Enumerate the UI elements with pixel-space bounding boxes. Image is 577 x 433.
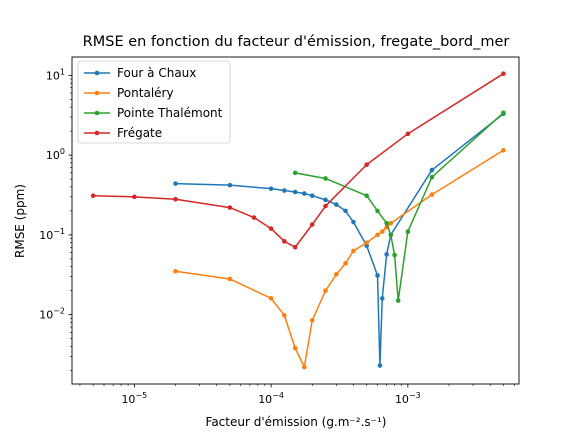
y-tick-label: 100 <box>46 147 65 162</box>
data-point <box>405 131 411 137</box>
legend-box <box>77 60 231 144</box>
y-axis-label: RMSE (ppm) <box>13 184 27 258</box>
legend-item: Frégate <box>84 126 162 140</box>
chart-title: RMSE en fonction du facteur d'émission, … <box>83 34 510 50</box>
data-point <box>309 317 315 323</box>
x-tick-label: 10−3 <box>395 391 421 406</box>
x-axis-label: Facteur d'émission (g.m⁻².s⁻¹) <box>206 415 387 429</box>
data-point <box>268 226 274 231</box>
data-point <box>501 147 506 153</box>
data-point <box>302 191 307 196</box>
data-point <box>405 229 411 234</box>
y-axis: 10−2 10−1 100 101 <box>39 67 72 371</box>
data-point <box>388 220 394 226</box>
data-point <box>227 276 233 282</box>
data-point <box>384 252 389 257</box>
series-2 <box>292 110 506 303</box>
legend-label: Four à Chaux <box>117 66 196 80</box>
data-point <box>268 296 274 301</box>
data-point <box>282 188 287 193</box>
series-0 <box>173 111 506 368</box>
data-point <box>251 215 257 220</box>
data-point <box>375 273 380 278</box>
data-point <box>302 364 307 370</box>
data-point <box>351 219 356 225</box>
y-tick-label: 101 <box>46 67 65 82</box>
data-point <box>309 222 315 227</box>
legend-item: Four à Chaux <box>84 66 196 80</box>
data-point <box>292 189 298 195</box>
data-point <box>375 232 380 238</box>
data-point <box>429 167 435 173</box>
data-point <box>388 232 394 238</box>
data-point <box>395 298 401 303</box>
data-point <box>282 313 287 318</box>
data-point <box>323 203 328 209</box>
legend-swatch-marker <box>94 70 100 76</box>
legend-swatch-marker <box>94 90 100 96</box>
data-point <box>384 220 389 226</box>
data-point <box>429 174 435 180</box>
legend-swatch-marker <box>94 110 100 116</box>
data-point <box>292 244 298 250</box>
data-point <box>392 252 397 258</box>
data-point <box>227 205 233 210</box>
data-point <box>364 162 369 167</box>
legend-item: Pointe Thalémont <box>84 106 223 120</box>
data-point <box>379 296 385 301</box>
data-point <box>364 193 369 198</box>
data-point <box>173 268 178 274</box>
y-tick-label: 10−2 <box>39 307 65 322</box>
data-point <box>173 181 178 186</box>
legend-item: Pontaléry <box>84 86 174 100</box>
legend-label: Pontaléry <box>117 86 174 100</box>
data-point <box>343 208 348 214</box>
data-point <box>501 110 506 116</box>
data-point <box>132 194 137 200</box>
data-point <box>282 239 287 244</box>
legend: Four à Chaux Pontaléry Pointe Thalémont Fré… <box>77 60 231 144</box>
legend-label: Frégate <box>117 126 162 140</box>
data-point <box>351 248 356 254</box>
data-point <box>364 240 369 245</box>
x-tick-label: 10−5 <box>121 391 147 406</box>
data-point <box>364 243 369 249</box>
data-point <box>501 71 506 76</box>
data-point <box>309 193 315 198</box>
data-point <box>292 345 298 351</box>
axes-frame <box>71 56 520 385</box>
data-point <box>323 197 328 203</box>
data-point <box>323 288 328 293</box>
data-point <box>173 196 178 202</box>
plot-area <box>90 71 506 370</box>
data-point <box>323 176 328 181</box>
y-tick-label: 10−1 <box>39 227 65 242</box>
data-point <box>334 202 339 207</box>
data-point <box>90 193 96 198</box>
data-point <box>268 186 274 191</box>
data-point <box>377 363 383 368</box>
data-point <box>227 182 233 188</box>
series-3 <box>90 71 506 250</box>
data-point <box>429 192 435 197</box>
data-point <box>375 208 380 214</box>
data-point <box>292 170 298 176</box>
x-tick-label: 10−4 <box>258 391 284 406</box>
data-point <box>343 261 348 266</box>
data-point <box>334 272 339 277</box>
data-point <box>379 229 385 234</box>
x-axis: 10−5 10−4 10−3 <box>79 384 515 406</box>
legend-swatch-marker <box>94 130 100 136</box>
legend-label: Pointe Thalémont <box>117 106 223 120</box>
